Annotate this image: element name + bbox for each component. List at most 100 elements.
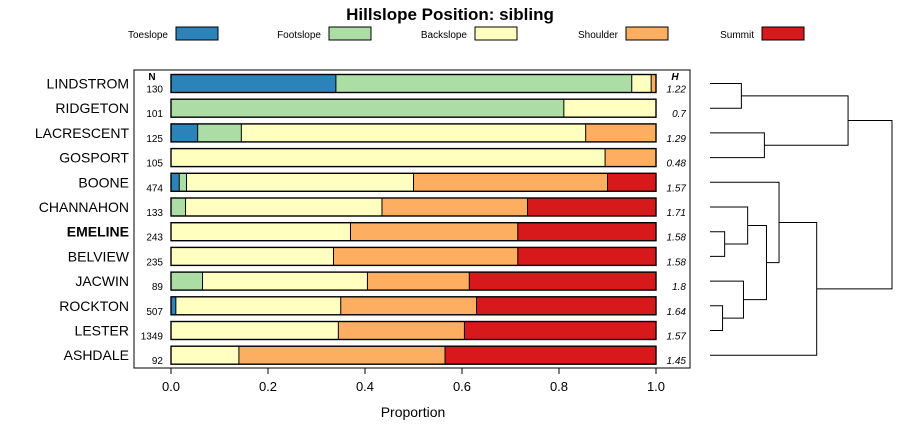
bar-segment [335, 74, 632, 93]
dendrogram-branch [710, 305, 724, 331]
bar-segment [171, 148, 606, 167]
dendrogram [710, 83, 893, 356]
category-label: LESTER [75, 323, 129, 339]
bar-outline [170, 147, 657, 168]
dendrogram-branch [710, 181, 780, 264]
bar-segment [469, 272, 656, 291]
bar-segment [413, 173, 608, 192]
h-value: 1.71 [667, 208, 686, 219]
bar-segment [367, 272, 470, 291]
legend-swatch [328, 26, 372, 41]
legend-swatch [474, 26, 518, 41]
h-header: H [671, 72, 679, 83]
n-value: 101 [146, 109, 163, 120]
dendrogram-branch [710, 206, 749, 245]
bar-segment [563, 99, 656, 118]
n-value: 125 [146, 134, 163, 145]
chart-title: Hillslope Position: sibling [346, 5, 554, 24]
bar-outline [170, 296, 657, 316]
bar-segment [340, 296, 477, 315]
dendrogram-branch [710, 221, 818, 356]
legend-label: Toeslope [128, 30, 168, 41]
n-value: 474 [146, 183, 163, 194]
n-value: 89 [152, 282, 164, 293]
n-labels: N 130 101 125 105 474 133 243 235 89 507 1349 92 [141, 72, 164, 367]
category-label: BELVIEW [68, 248, 130, 264]
bar-segment [338, 321, 465, 340]
bar-segment [179, 173, 187, 192]
bars [170, 73, 657, 365]
n-value: 243 [146, 233, 163, 244]
bar-segment [171, 272, 203, 291]
bar-outline [170, 172, 657, 193]
legend-label: Footslope [277, 30, 321, 41]
h-value: 1.57 [667, 332, 687, 343]
bar-segment [607, 173, 656, 192]
bar-outline [170, 246, 657, 267]
legend-swatch [625, 26, 669, 41]
bar-segment [185, 198, 382, 216]
bar-segment [171, 346, 239, 365]
bar-segment [171, 173, 180, 192]
category-label: LACRESCENT [35, 125, 130, 141]
h-value: 0.7 [672, 109, 686, 120]
n-header: N [148, 72, 155, 83]
dendrogram-branch [710, 132, 765, 159]
category-label: LINDSTROM [47, 76, 129, 92]
h-value: 1.58 [667, 257, 687, 268]
bar-segment [171, 99, 564, 118]
bar-segment [238, 346, 446, 365]
dendrogram-branch [710, 83, 742, 109]
h-value: 1.57 [667, 183, 687, 194]
h-value: 1.29 [667, 134, 687, 145]
h-value: 1.58 [667, 233, 687, 244]
bar-segment [171, 222, 351, 241]
category-label: EMELINE [67, 224, 129, 240]
legend: Toeslope Footslope Backslope Shoulder Summit [128, 26, 805, 41]
bar-segment [171, 123, 198, 142]
category-label: ROCKTON [59, 298, 129, 314]
bar-segment [464, 321, 656, 340]
bar-segment [171, 198, 186, 216]
dendrogram-branch [710, 231, 726, 257]
n-value: 235 [146, 257, 163, 268]
bar-segment [186, 173, 414, 192]
bar-segment [651, 74, 656, 93]
bar-segment [333, 247, 518, 266]
bar-segment [171, 321, 339, 340]
h-labels: H 1.22 0.7 1.29 0.48 1.57 1.71 1.58 1.58 1.8 1.64… [667, 72, 687, 367]
dendrogram-branch [741, 95, 849, 146]
bar-segment [175, 296, 341, 315]
x-axis-label: Proportion [381, 404, 446, 420]
legend-label: Shoulder [578, 30, 619, 41]
x-axis: 0.0 0.2 0.4 0.6 0.8 1.0 [162, 368, 665, 394]
bar-segment [350, 222, 518, 241]
legend-swatch [761, 26, 805, 41]
x-tick-label: 0.8 [550, 379, 568, 394]
bar-outline [170, 320, 657, 341]
bar-segment [197, 123, 242, 142]
n-value: 1349 [141, 332, 164, 343]
bar-outline [170, 123, 657, 143]
h-value: 1.45 [667, 356, 687, 367]
h-value: 1.8 [672, 282, 686, 293]
bar-outline [170, 98, 657, 118]
bar-outline [170, 345, 657, 365]
legend-label: Summit [720, 30, 754, 41]
category-label: RIDGETON [55, 100, 129, 116]
bar-outline [170, 221, 657, 242]
h-value: 1.22 [667, 85, 687, 96]
x-tick-label: 0.2 [259, 379, 277, 394]
bar-segment [585, 123, 656, 142]
category-label: JACWIN [75, 273, 129, 289]
plot-panel [133, 69, 691, 369]
bar-segment [241, 123, 586, 142]
category-label: ASHDALE [64, 347, 129, 363]
x-tick-label: 1.0 [647, 379, 665, 394]
dendrogram-branch [816, 120, 893, 290]
bar-segment [445, 346, 656, 365]
h-value: 1.64 [667, 307, 687, 318]
n-value: 133 [146, 208, 163, 219]
bar-outline [170, 271, 657, 291]
